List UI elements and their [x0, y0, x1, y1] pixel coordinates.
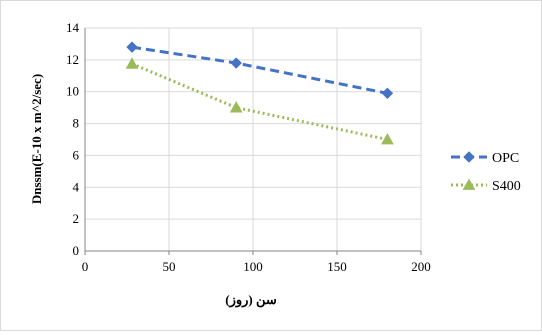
x-tick-label: 0	[82, 259, 89, 274]
y-tick-label: 0	[73, 243, 80, 258]
x-tick-label: 200	[411, 259, 431, 274]
y-tick-label: 12	[66, 52, 79, 67]
legend-label-opc: OPC	[492, 151, 519, 166]
y-tick-label: 8	[73, 116, 80, 131]
data-point-s400	[125, 57, 139, 69]
y-axis-title: Dnssm(E-10 x m^2/sec)	[29, 74, 44, 204]
legend-item-s400: S400	[451, 178, 521, 194]
series-line-opc	[131, 45, 388, 95]
line-chart: 0 50 100 150 200 0 2 4 6 8 10 12 14 سن (روز) Dnssm(…	[29, 20, 521, 308]
x-tick-label: 100	[243, 259, 263, 274]
legend-marker-opc	[463, 151, 475, 163]
legend-item-opc: OPC	[451, 151, 519, 166]
axes	[84, 28, 422, 255]
data-point-opc	[381, 87, 394, 100]
x-tick-label: 150	[327, 259, 347, 274]
y-tick-label: 4	[73, 179, 80, 194]
x-tick-labels: 0 50 100 150 200	[82, 259, 431, 274]
y-tick-label: 2	[73, 211, 80, 226]
data-point-s400	[229, 101, 243, 113]
series-group	[125, 41, 394, 145]
data-point-opc	[126, 41, 138, 53]
y-tick-label: 6	[73, 147, 80, 162]
y-tick-label: 14	[66, 20, 80, 35]
y-tick-labels: 0 2 4 6 8 10 12 14	[66, 20, 80, 258]
data-point-opc	[230, 57, 242, 69]
legend-marker-s400	[462, 178, 476, 190]
x-axis-title: سن (روز)	[225, 292, 277, 308]
x-tick-label: 50	[163, 259, 176, 274]
legend: OPC S400	[451, 151, 521, 194]
legend-label-s400: S400	[492, 179, 521, 194]
y-tick-label: 10	[66, 84, 79, 99]
data-point-s400	[381, 132, 394, 145]
gridlines	[84, 27, 422, 252]
series-line-s400	[131, 62, 388, 141]
